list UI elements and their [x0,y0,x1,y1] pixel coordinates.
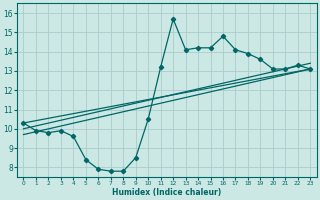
X-axis label: Humidex (Indice chaleur): Humidex (Indice chaleur) [112,188,221,197]
